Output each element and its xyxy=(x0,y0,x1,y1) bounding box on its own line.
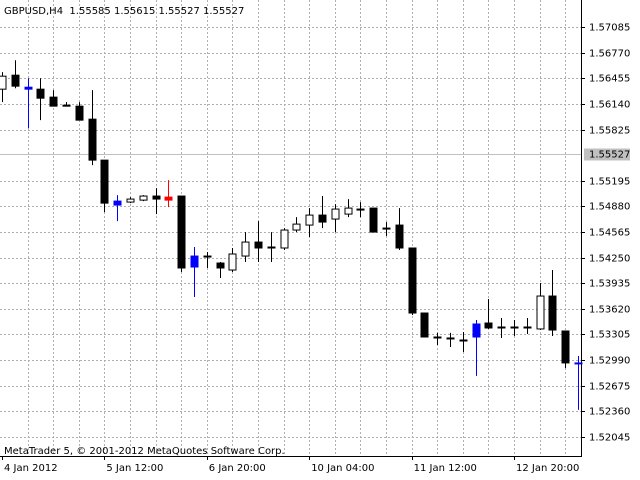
candle-body xyxy=(318,214,327,223)
x-tick-label: 4 Jan 2012 xyxy=(4,463,58,474)
x-tick-label: 6 Jan 20:00 xyxy=(209,463,266,474)
y-tick-label: 1.52045 xyxy=(589,433,630,444)
y-tick-label: 1.53935 xyxy=(589,279,630,290)
y-tick-label: 1.55825 xyxy=(589,126,630,137)
candle-body xyxy=(75,105,84,121)
y-tick-label: 1.56770 xyxy=(589,49,630,60)
candle-body xyxy=(305,214,314,226)
candle-body xyxy=(267,246,276,249)
y-tick-label: 1.56140 xyxy=(589,100,630,111)
candle-body xyxy=(472,323,481,338)
candle-body xyxy=(216,262,225,269)
candle-body xyxy=(49,96,58,107)
y-tick-label: 1.54565 xyxy=(589,228,630,239)
candle-body xyxy=(0,75,7,90)
y-tick-label: 1.55195 xyxy=(589,177,630,188)
candle-body xyxy=(100,159,109,204)
y-tick-label: 1.52990 xyxy=(589,356,630,367)
candle-body xyxy=(433,336,442,339)
candle-body xyxy=(344,207,353,215)
y-tick-label: 1.53620 xyxy=(589,305,630,316)
candle-body xyxy=(561,330,570,364)
price-label: 1.55527 xyxy=(589,150,630,161)
candle-body xyxy=(164,196,173,201)
x-tick-label: 10 Jan 04:00 xyxy=(311,463,374,474)
candle-body xyxy=(574,362,583,365)
candle-body xyxy=(356,208,365,211)
footer: MetaTrader 5, © 2001-2012 MetaQuotes Sof… xyxy=(4,446,285,457)
candle-body xyxy=(382,227,391,230)
candle-body xyxy=(369,207,378,233)
candle-body xyxy=(36,88,45,99)
candle-body xyxy=(190,255,199,268)
candle-body xyxy=(484,322,493,329)
candle-body xyxy=(177,195,186,269)
y-tick-label: 1.57085 xyxy=(589,23,630,34)
candle-body xyxy=(62,104,71,107)
y-tick-label: 1.53305 xyxy=(589,330,630,341)
candle-body xyxy=(536,295,545,330)
candle-body xyxy=(24,86,33,90)
price-label-box xyxy=(584,148,630,161)
candle-body xyxy=(152,195,161,200)
chart-title: GBPUSD,H4 1.55585 1.55615 1.55527 1.5552… xyxy=(4,6,244,17)
candle-body xyxy=(408,247,417,314)
candle-body xyxy=(113,200,122,206)
candle-body xyxy=(241,241,250,257)
y-tick-label: 1.56455 xyxy=(589,74,630,85)
candle-body xyxy=(11,74,20,87)
candle-body xyxy=(280,229,289,249)
y-tick-label: 1.52675 xyxy=(589,382,630,393)
candles xyxy=(0,60,583,410)
y-tick-label: 1.52360 xyxy=(589,407,630,418)
candle-body xyxy=(395,224,404,249)
candle-body xyxy=(88,118,97,161)
candle-body xyxy=(497,326,506,329)
candle-body xyxy=(548,295,557,331)
x-tick-label: 5 Jan 12:00 xyxy=(106,463,163,474)
candle-body xyxy=(292,223,301,231)
candle-body xyxy=(331,208,340,220)
candle-body xyxy=(228,253,237,271)
candle-body xyxy=(446,337,455,340)
candle-body xyxy=(126,198,135,203)
x-tick-label: 12 Jan 20:00 xyxy=(516,463,579,474)
candle-body xyxy=(459,339,468,342)
candle-body xyxy=(523,326,532,329)
candle-body xyxy=(254,241,263,249)
candle-body xyxy=(420,312,429,338)
y-tick-label: 1.54250 xyxy=(589,254,630,265)
x-tick-label: 11 Jan 12:00 xyxy=(414,463,477,474)
candle-body xyxy=(203,255,212,258)
grid xyxy=(0,0,581,456)
candle-body xyxy=(139,195,148,201)
y-tick-label: 1.54880 xyxy=(589,202,630,213)
candle-body xyxy=(510,326,519,329)
